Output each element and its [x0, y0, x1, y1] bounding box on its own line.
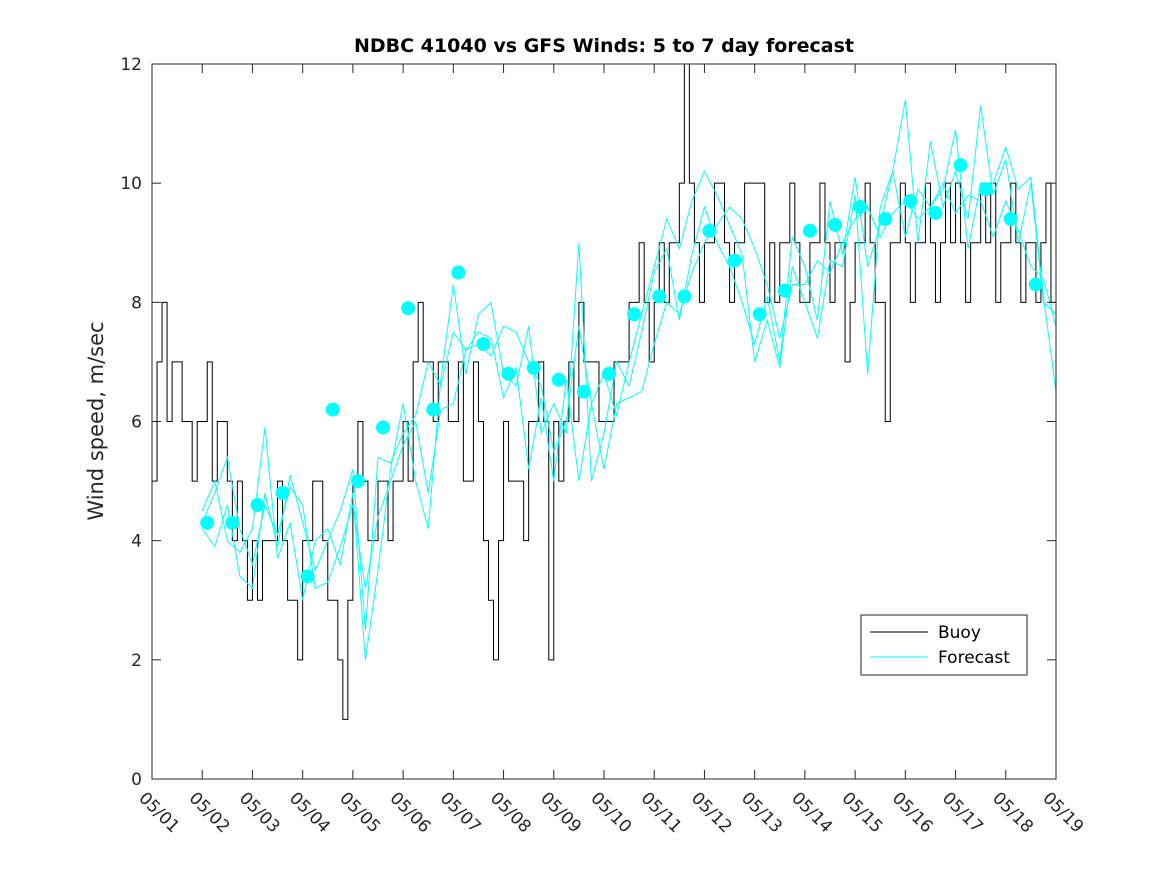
forecast-marker [677, 289, 692, 304]
forecast-marker [376, 420, 391, 435]
forecast-marker [802, 223, 817, 238]
y-tick-label: 10 [120, 174, 142, 194]
forecast-marker [1028, 277, 1043, 292]
forecast-marker [777, 283, 792, 298]
y-tick-label: 6 [131, 413, 142, 433]
y-tick-label: 12 [120, 55, 142, 75]
forecast-marker [652, 289, 667, 304]
forecast-marker [903, 194, 918, 209]
chart-title: NDBC 41040 vs GFS Winds: 5 to 7 day fore… [354, 35, 854, 57]
forecast-marker [828, 217, 843, 232]
y-tick-label: 4 [131, 532, 142, 552]
forecast-marker [853, 200, 868, 214]
y-tick-label: 2 [131, 651, 142, 671]
forecast-marker [702, 223, 717, 238]
forecast-marker [476, 337, 491, 352]
forecast-marker [878, 211, 893, 226]
forecast-marker [752, 307, 767, 322]
forecast-marker [627, 307, 642, 322]
forecast-marker [250, 497, 265, 512]
forecast-marker [401, 301, 416, 316]
forecast-marker [225, 515, 240, 530]
forecast-marker [953, 158, 968, 173]
forecast-marker [325, 402, 340, 417]
legend: Buoy Forecast [860, 614, 1028, 676]
forecast-marker [526, 360, 541, 375]
series-line-forecast-1 [201, 181, 1056, 590]
forecast-marker [200, 515, 215, 530]
y-tick-label: 8 [131, 293, 142, 313]
legend-buoy-label: Buoy [938, 623, 981, 643]
forecast-marker [275, 486, 290, 500]
forecast-marker [978, 182, 993, 197]
y-axis-label: Wind speed, m/sec [84, 321, 108, 520]
forecast-marker [928, 205, 943, 220]
legend-box [860, 614, 1028, 676]
forecast-marker [501, 366, 516, 381]
y-tick-label: 0 [131, 770, 142, 790]
series-layer [152, 64, 1056, 720]
forecast-marker [576, 384, 591, 399]
forecast-marker [300, 569, 315, 584]
forecast-marker [350, 474, 365, 489]
forecast-marker [602, 366, 617, 381]
forecast-marker [1003, 211, 1018, 226]
series-line-buoy [152, 64, 1056, 720]
legend-forecast-label: Forecast [938, 648, 1010, 668]
plot-area [152, 64, 1056, 720]
forecast-marker [451, 265, 466, 280]
forecast-marker [551, 372, 566, 387]
forecast-marker [727, 253, 742, 268]
forecast-marker [426, 402, 441, 417]
